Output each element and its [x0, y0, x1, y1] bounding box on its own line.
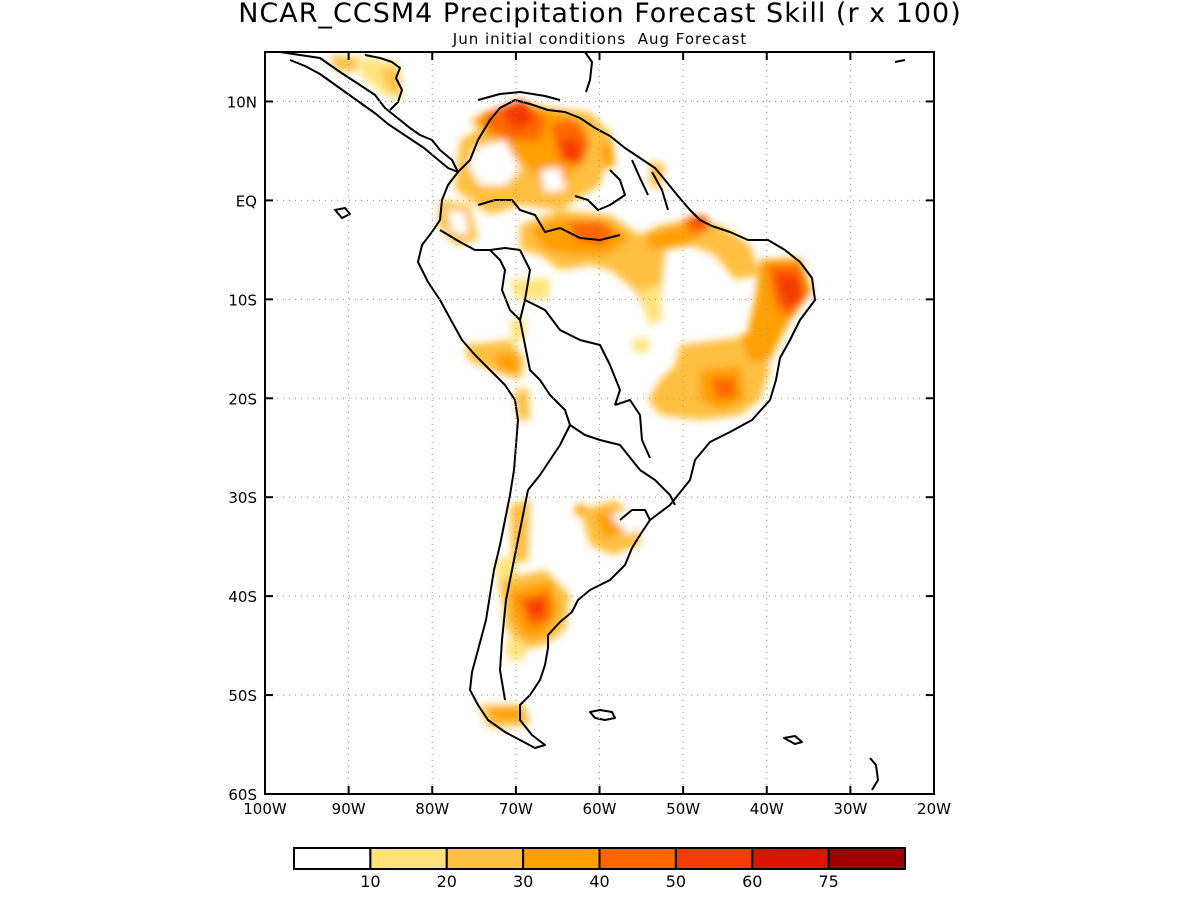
- x-tick-label: 40W: [750, 800, 784, 818]
- y-tick-label: EQ: [236, 192, 257, 210]
- colorbar-swatch: [445, 847, 525, 870]
- grid-lines: [265, 52, 934, 794]
- colorbar-label: 30: [513, 872, 533, 891]
- y-tick-label: 10N: [227, 93, 257, 111]
- colorbar-label: 10: [360, 872, 380, 891]
- colorbar-label: 60: [742, 872, 762, 891]
- colorbar-swatch: [827, 847, 906, 870]
- x-tick-label: 70W: [499, 800, 533, 818]
- y-tick-label: 10S: [228, 291, 257, 309]
- colorbar-swatch: [598, 847, 677, 870]
- x-axis-ticks: 100W 90W 80W 70W 60W 50W 40W 30W 20W: [243, 52, 951, 818]
- y-axis-ticks: 10N EQ 10S 20S 30S 40S 50S 60S: [227, 93, 934, 804]
- x-tick-label: 50W: [666, 800, 700, 818]
- x-tick-label: 20W: [917, 800, 951, 818]
- y-tick-label: 20S: [228, 390, 257, 408]
- y-tick-label: 60S: [228, 786, 257, 804]
- colorbar: 10 20 30 40 50 60 75: [293, 847, 906, 891]
- chart-title: NCAR_CCSM4 Precipitation Forecast Skill …: [238, 0, 962, 29]
- y-tick-label: 50S: [228, 687, 257, 705]
- coastlines: [279, 52, 906, 791]
- skill-shading: [330, 55, 812, 728]
- x-tick-label: 100W: [243, 800, 287, 818]
- colorbar-swatch: [369, 847, 448, 870]
- x-tick-label: 30W: [833, 800, 867, 818]
- x-tick-label: 80W: [415, 800, 449, 818]
- chart-subtitle: Jun initial conditions Aug Forecast: [452, 30, 748, 48]
- y-tick-label: 40S: [228, 588, 257, 606]
- colorbar-label: 20: [437, 872, 457, 891]
- colorbar-swatch: [674, 847, 754, 870]
- x-tick-label: 90W: [332, 800, 366, 818]
- colorbar-swatch: [751, 847, 830, 870]
- y-tick-label: 30S: [228, 489, 257, 507]
- x-tick-label: 60W: [583, 800, 617, 818]
- colorbar-label: 75: [818, 872, 838, 891]
- colorbar-swatch: [522, 847, 601, 870]
- colorbar-label: 50: [666, 872, 686, 891]
- colorbar-swatch: [293, 847, 372, 870]
- colorbar-label: 40: [589, 872, 609, 891]
